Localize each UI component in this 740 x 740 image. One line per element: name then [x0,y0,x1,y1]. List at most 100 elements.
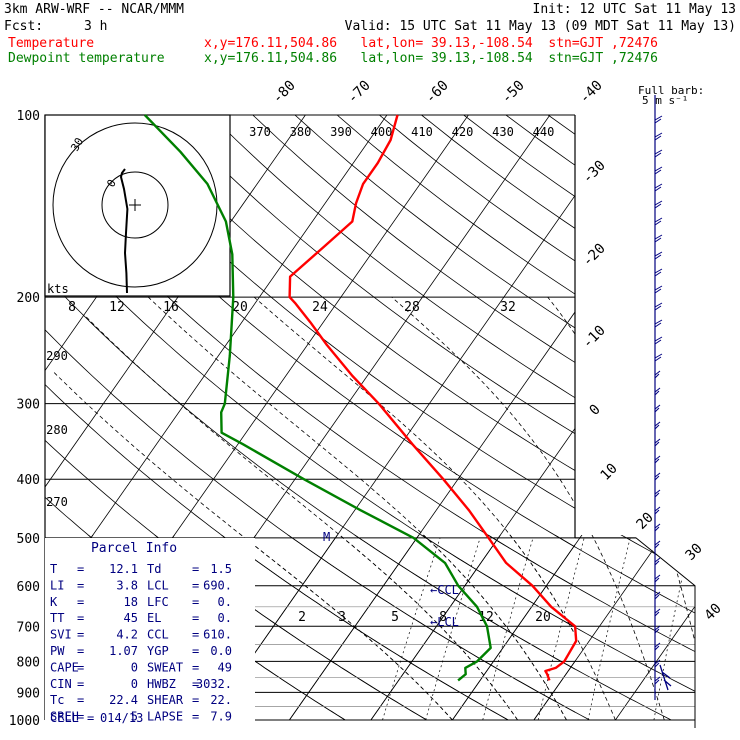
wind-barb-flag [654,135,662,141]
theta-label: 370 [249,125,271,139]
equals-sign: = [77,611,84,625]
theta-label: 400 [371,125,393,139]
parcel-param-value: 0 [131,660,138,674]
wind-barb [654,149,663,155]
equals-sign: = [77,677,84,691]
mixing-ratio-line [537,537,585,721]
isotherm [615,115,740,720]
parcel-param-label: LI [50,578,64,592]
cell-label: CELL [50,711,79,725]
equals-sign: = [192,628,199,642]
equals-sign: = [77,710,84,724]
ccl-marker: ←CCL [430,583,459,597]
legend-temperature-label: Temperature [8,36,95,51]
isotherm [533,660,575,720]
dry-adiabat [252,535,695,721]
dry-adiabat [210,115,575,399]
isotherm-label: 30 [683,541,706,564]
theta-label: 430 [492,125,514,139]
equals-sign: = [192,611,199,625]
isotherm [289,535,695,721]
equals-sign: = [192,644,199,658]
pressure-tick-label: 1000 [9,714,40,729]
parcel-param-label: HWBZ [147,677,176,691]
equals-sign: = [87,711,94,725]
pressure-tick-label: 100 [17,109,40,124]
parcel-param-label: LCL [147,578,169,592]
dry-adiabat [125,115,575,471]
wind-barb [654,642,661,648]
speed-scale-label: 24 [312,300,328,315]
wind-barb-flag [654,424,660,430]
parcel-param-label: CCL [147,628,169,642]
hodograph-ring-label: 30 [68,136,86,154]
wind-barb-flag [654,118,662,124]
wind-barb-flag [654,390,660,396]
parcel-param-value: 7.9 [210,710,232,724]
dry-adiabat [294,115,575,329]
parcel-param-value: 22.4 [109,693,138,707]
wind-barb [654,336,663,342]
isotherm-label: -50 [499,78,528,107]
wind-barb [654,489,661,495]
speed-scale-label: 32 [500,300,516,315]
parcel-param-value: 3.8 [116,578,138,592]
parcel-param-value: 4.2 [116,628,138,642]
wind-barb-flag [654,492,660,498]
wind-barb [654,200,663,206]
wind-barb-flag [654,628,660,634]
hodograph-trace [119,168,129,294]
wind-barb-flag [654,577,660,583]
parcel-param-label: LFC [147,595,169,609]
wind-barb [654,574,661,580]
mixing-ratio-label: 5 [391,610,399,625]
wind-barb [654,591,661,597]
hodograph-units-label: kts [47,282,69,296]
parcel-param-value: 1.07 [109,644,138,658]
legend-temperature-info: x,y=176.11,504.86 lat,lon= 39.13,-108.54… [204,36,658,51]
isotherm-label: -60 [423,78,452,107]
parcel-param-label: SWEAT [147,660,183,674]
dry-adiabat [168,115,575,435]
wind-barb-flag [654,526,660,532]
parcel-param-label: SREH [50,710,79,724]
dewpoint-trace [143,114,492,682]
pressure-tick-label: 200 [17,291,40,306]
equals-sign: = [192,677,199,691]
isotherm-label: -20 [580,241,609,270]
dry-adiabat [589,535,695,721]
dry-adiabat [547,535,695,721]
parcel-param-label: PW [50,644,65,658]
speed-scale-label: 8 [68,300,76,315]
wind-barb-flag [654,662,660,668]
isotherm [370,427,575,720]
pressure-tick-label: 700 [17,620,40,635]
isotherm [697,115,740,720]
theta-label: 380 [290,125,312,139]
parcel-param-label: CIN [50,677,72,691]
parcel-param-value: 22. [210,693,232,707]
parcel-param-value: 690. [203,578,232,592]
isotherm-label: 40 [702,601,725,624]
wind-barb [654,132,663,138]
equals-sign: = [77,644,84,658]
wind-barb [654,370,661,376]
dry-adiabat [505,535,695,721]
isotherm [370,535,695,721]
moist-adiabat [52,535,453,721]
parcel-param-label: Tc [50,693,64,707]
wind-barb [654,455,661,461]
wind-barb [654,353,663,359]
parcel-param-value: 0. [218,611,232,625]
wind-legend-units: 5 m s⁻¹ [642,94,688,107]
wind-barb [654,217,663,223]
equals-sign: = [77,595,84,609]
wind-barb [654,166,663,172]
pressure-tick-label: 500 [17,532,40,547]
mixing-ratio-line [587,537,631,721]
parcel-param-value: 5 [131,710,138,724]
dry-adiabat [45,535,695,721]
theta-label: 420 [452,125,474,139]
parcel-param-label: LAPSE [147,710,183,724]
